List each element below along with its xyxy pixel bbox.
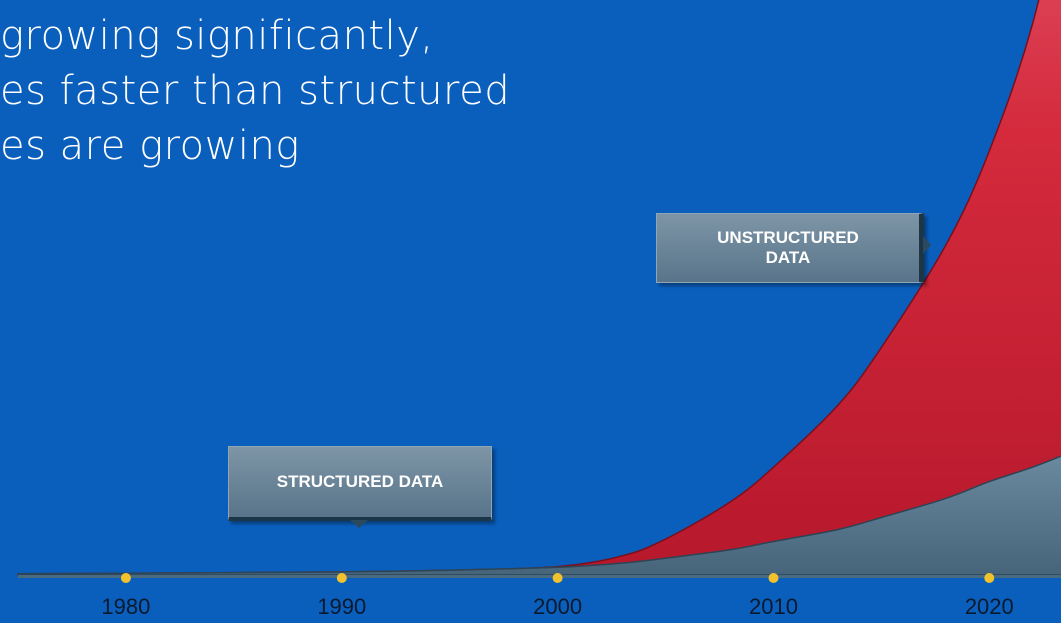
title-line: es faster than structured bbox=[0, 68, 511, 114]
structured-callout-pointer bbox=[350, 520, 368, 528]
unstructured-data-callout: UNSTRUCTURED DATA bbox=[656, 213, 924, 283]
structured-data-callout: STRUCTURED DATA bbox=[228, 446, 492, 521]
x-tick-marker bbox=[768, 573, 779, 583]
unstructured-callout-pointer bbox=[923, 236, 931, 254]
x-tick-label: 2010 bbox=[749, 594, 798, 619]
x-tick-marker bbox=[336, 573, 347, 583]
x-tick-label: 1980 bbox=[101, 594, 150, 619]
x-tick-marker bbox=[120, 573, 131, 583]
x-tick-label: 1990 bbox=[317, 594, 366, 619]
unstructured-data-label: UNSTRUCTURED DATA bbox=[717, 228, 859, 267]
unstructured-data-area bbox=[17, 0, 1061, 576]
title-line: es are growing bbox=[0, 123, 300, 169]
title-line: growing significantly, bbox=[0, 13, 434, 59]
x-tick-label: 2020 bbox=[965, 594, 1014, 619]
x-axis-baseline bbox=[18, 575, 1061, 578]
structured-data-area bbox=[17, 455, 1061, 576]
structured-data-label: STRUCTURED DATA bbox=[276, 472, 444, 491]
x-tick-label: 2000 bbox=[533, 594, 582, 619]
x-tick-marker bbox=[984, 573, 995, 583]
x-tick-marker bbox=[552, 573, 563, 583]
